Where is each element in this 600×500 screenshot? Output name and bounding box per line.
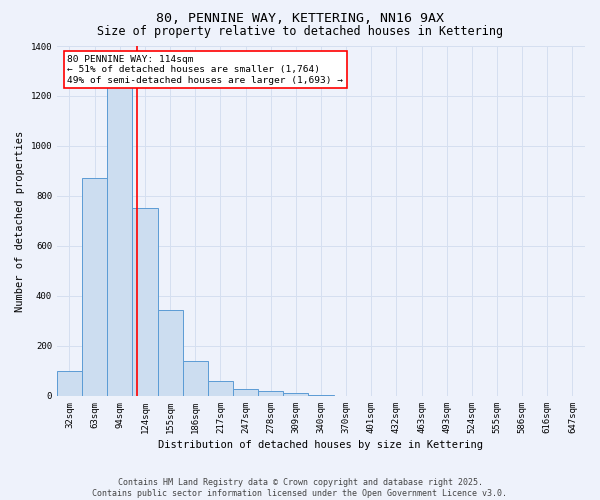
Y-axis label: Number of detached properties: Number of detached properties	[15, 130, 25, 312]
X-axis label: Distribution of detached houses by size in Kettering: Distribution of detached houses by size …	[158, 440, 484, 450]
Bar	[158, 310, 182, 396]
Text: Size of property relative to detached houses in Kettering: Size of property relative to detached ho…	[97, 25, 503, 38]
Bar	[133, 208, 158, 396]
Bar	[283, 394, 308, 396]
Bar	[233, 389, 258, 396]
Bar	[82, 178, 107, 396]
Text: Contains HM Land Registry data © Crown copyright and database right 2025.
Contai: Contains HM Land Registry data © Crown c…	[92, 478, 508, 498]
Bar	[182, 361, 208, 396]
Bar	[308, 394, 334, 396]
Bar	[258, 392, 283, 396]
Bar	[57, 372, 82, 396]
Bar	[208, 381, 233, 396]
Text: 80, PENNINE WAY, KETTERING, NN16 9AX: 80, PENNINE WAY, KETTERING, NN16 9AX	[156, 12, 444, 26]
Text: 80 PENNINE WAY: 114sqm
← 51% of detached houses are smaller (1,764)
49% of semi-: 80 PENNINE WAY: 114sqm ← 51% of detached…	[67, 54, 343, 84]
Bar	[107, 84, 133, 396]
